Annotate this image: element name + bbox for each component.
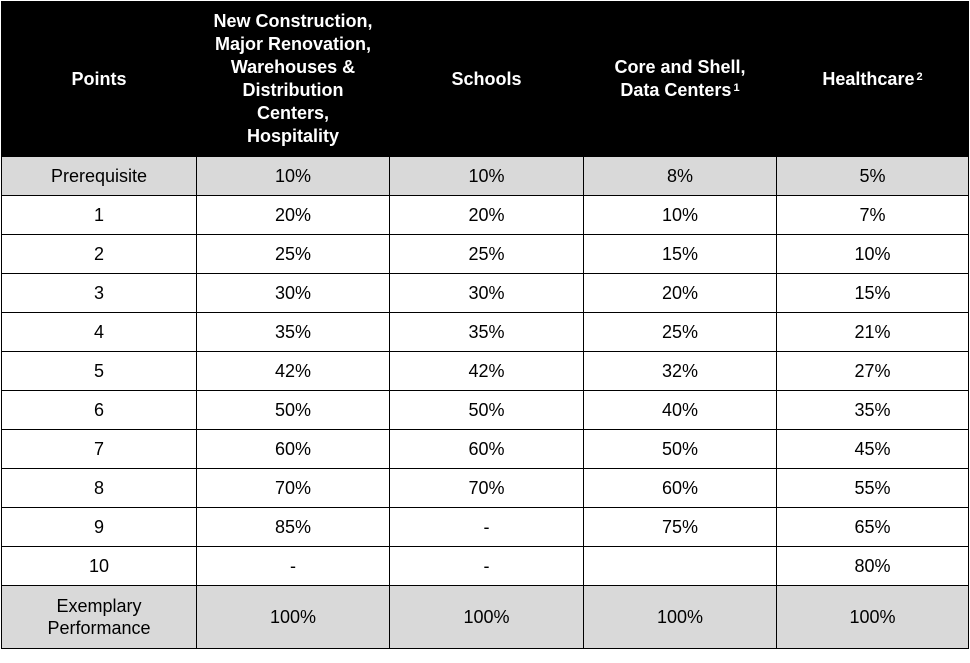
cell-core-and-shell: 10% <box>583 195 777 235</box>
table-row: 5 42% 42% 32% 27% <box>1 351 969 391</box>
header-new-construction: New Construction, Major Renovation, Wareho… <box>196 1 390 157</box>
table-row: 7 60% 60% 50% 45% <box>1 429 969 469</box>
cell-schools: 20% <box>389 195 584 235</box>
header-core-and-shell: Core and Shell, Data Centers 1 <box>583 1 777 157</box>
header-label-line: Warehouses & <box>230 57 356 77</box>
cell-points: 4 <box>1 312 197 352</box>
cell-new-construction: 30% <box>196 273 390 313</box>
cell-schools: 35% <box>389 312 584 352</box>
cell-new-construction: 35% <box>196 312 390 352</box>
cell-points: 2 <box>1 234 197 274</box>
cell-points: 6 <box>1 390 197 430</box>
table-row: 9 85% -75% 65% <box>1 507 969 547</box>
cell-points: 7 <box>1 429 197 469</box>
cell-points: 8 <box>1 468 197 508</box>
cell-healthcare: 65% <box>776 507 969 547</box>
cell-new-construction: 100% <box>196 585 390 649</box>
cell-schools: 100% <box>389 585 584 649</box>
header-label-line: Healthcare 2 <box>781 68 964 91</box>
cell-schools: 50% <box>389 390 584 430</box>
table-row: 1 20% 20% 10% 7% <box>1 195 969 235</box>
cell-new-construction: 25% <box>196 234 390 274</box>
header-label-line: Major Renovation, <box>214 34 371 54</box>
cell-schools: - <box>389 546 584 586</box>
table-row-exemplary-performance: Exemplary Performance 100% 100% 100% 100… <box>1 585 969 649</box>
cell-schools: 10% <box>389 156 584 196</box>
cell-points: 5 <box>1 351 197 391</box>
cell-core-and-shell: 60% <box>583 468 777 508</box>
cell-healthcare: 27% <box>776 351 969 391</box>
cell-new-construction: 60% <box>196 429 390 469</box>
cell-schools: 42% <box>389 351 584 391</box>
table-row: 8 70% 70% 60% 55% <box>1 468 969 508</box>
cell-healthcare: 15% <box>776 273 969 313</box>
cell-healthcare: 5% <box>776 156 969 196</box>
cell-healthcare: 10% <box>776 234 969 274</box>
cell-healthcare: 100% <box>776 585 969 649</box>
header-label-text: Healthcare <box>822 68 915 89</box>
cell-points: 3 <box>1 273 197 313</box>
cell-schools: 70% <box>389 468 584 508</box>
table-row: 6 50% 50% 40% 35% <box>1 390 969 430</box>
exemplary-label-line-2: Performance <box>47 618 151 638</box>
cell-core-and-shell <box>583 546 777 586</box>
cell-points: Prerequisite <box>1 156 197 196</box>
cell-core-and-shell: 25% <box>583 312 777 352</box>
header-label-line: Centers, <box>256 103 330 123</box>
cell-new-construction: - <box>196 546 390 586</box>
header-label-line: Schools <box>451 68 522 89</box>
cell-schools: - <box>389 507 584 547</box>
cell-healthcare: 55% <box>776 468 969 508</box>
cell-core-and-shell: 8% <box>583 156 777 196</box>
cell-schools: 60% <box>389 429 584 469</box>
exemplary-label-line-1: Exemplary <box>56 596 142 616</box>
header-healthcare: Healthcare 2 <box>776 1 969 157</box>
cell-new-construction: 10% <box>196 156 390 196</box>
cell-healthcare: 21% <box>776 312 969 352</box>
table-body: Prerequisite 10% 10% 8% 5% 1 20% 20% 10% 7% 2 25% 25… <box>1 156 969 586</box>
header-points: Points <box>1 1 197 157</box>
header-label-line: New Construction, <box>213 11 373 31</box>
points-threshold-table: Points New Construction, Major Renovation… <box>1 1 969 649</box>
cell-healthcare: 7% <box>776 195 969 235</box>
cell-new-construction: 50% <box>196 390 390 430</box>
cell-points: Exemplary Performance <box>1 585 197 649</box>
cell-core-and-shell: 50% <box>583 429 777 469</box>
table-row: 3 30% 30% 20% 15% <box>1 273 969 313</box>
header-row: Points New Construction, Major Renovation… <box>1 1 969 157</box>
cell-points: 10 <box>1 546 197 586</box>
cell-new-construction: 42% <box>196 351 390 391</box>
header-label-line: Points <box>71 68 127 89</box>
header-label-line: Hospitality <box>246 126 339 146</box>
header-label-text: Data Centers <box>620 80 732 100</box>
cell-core-and-shell: 40% <box>583 390 777 430</box>
cell-schools: 25% <box>389 234 584 274</box>
footnote-marker: 2 <box>916 70 923 83</box>
cell-schools: 30% <box>389 273 584 313</box>
header-schools: Schools <box>389 1 584 157</box>
table-row: 10- -80% <box>1 546 969 586</box>
footnote-marker: 1 <box>733 82 740 94</box>
header-label-line: Distribution <box>242 80 344 100</box>
cell-new-construction: 70% <box>196 468 390 508</box>
cell-points: 1 <box>1 195 197 235</box>
cell-points: 9 <box>1 507 197 547</box>
cell-healthcare: 35% <box>776 390 969 430</box>
header-label-line: Data Centers 1 <box>588 79 772 102</box>
cell-healthcare: 45% <box>776 429 969 469</box>
cell-core-and-shell: 75% <box>583 507 777 547</box>
table-row: 2 25% 25% 15% 10% <box>1 234 969 274</box>
cell-core-and-shell: 20% <box>583 273 777 313</box>
cell-core-and-shell: 100% <box>583 585 777 649</box>
header-label-line: Core and Shell, <box>614 57 746 77</box>
cell-new-construction: 20% <box>196 195 390 235</box>
table-row: 4 35% 35% 25% 21% <box>1 312 969 352</box>
table-row: Prerequisite 10% 10% 8% 5% <box>1 156 969 196</box>
cell-healthcare: 80% <box>776 546 969 586</box>
cell-core-and-shell: 32% <box>583 351 777 391</box>
cell-core-and-shell: 15% <box>583 234 777 274</box>
cell-new-construction: 85% <box>196 507 390 547</box>
